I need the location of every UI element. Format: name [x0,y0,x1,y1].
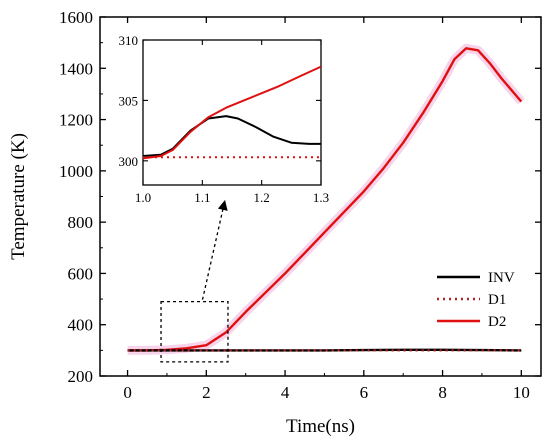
inset-x-tick-label: 1.2 [254,190,270,205]
y-tick-label: 400 [68,316,94,335]
zoom-arrowhead [217,200,228,211]
x-tick-label: 10 [513,383,530,402]
y-tick-label: 600 [68,264,94,283]
y-tick-label: 800 [68,213,94,232]
zoom-box [160,300,229,363]
x-tick-label: 0 [123,383,132,402]
inset-x-tick-label: 1.3 [313,190,329,205]
legend: INV D1 D2 [437,270,515,330]
x-tick-label: 2 [202,383,211,402]
x-tick-label: 4 [281,383,290,402]
legend-label-d1: D1 [488,292,506,308]
legend-label-d2: D2 [488,314,506,330]
inset-series-d2-line [142,65,322,160]
x-tick-label: 6 [360,383,369,402]
y-axis-title: Temperature (K) [8,133,29,260]
y-tick-label: 1400 [59,59,93,78]
y-tick-label: 1000 [59,162,93,181]
series-d2-line [127,47,523,352]
inset-frame [142,39,322,186]
y-tick-label: 1200 [59,111,93,130]
x-axis-title: Time(ns) [286,416,355,437]
y-tick-label: 1600 [59,8,93,27]
inset-plot: 1.0 1.1 1.2 1.3 300 305 310 [119,33,329,300]
series-inv-line [127,348,522,352]
inset-y-tick-label: 300 [119,154,139,169]
legend-label-inv: INV [488,270,515,286]
inset-x-tick-label: 1.1 [194,190,210,205]
x-tick-label: 8 [438,383,447,402]
y-tick-label: 200 [68,367,94,386]
inset-series-inv-line [142,115,321,157]
inset-x-tick-label: 1.0 [135,190,151,205]
inset-y-tick-label: 305 [119,93,139,108]
main-plot: 0 2 4 6 8 10 200 400 600 800 1000 1200 1400 1600 [59,8,542,402]
inset-y-tick-label: 310 [119,33,139,48]
zoom-arrow [201,199,226,300]
